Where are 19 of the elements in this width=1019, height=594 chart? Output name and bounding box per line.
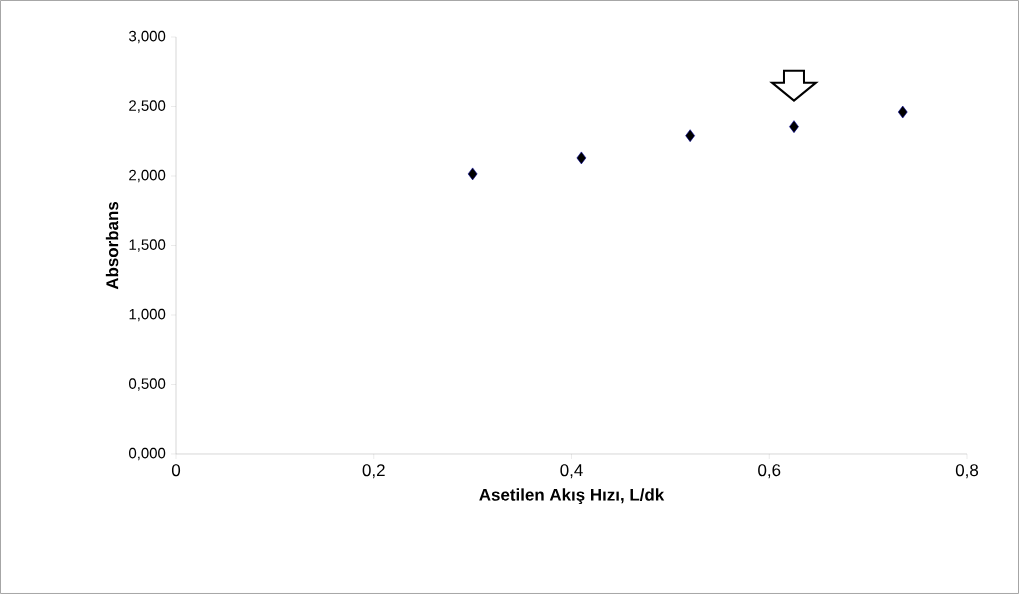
x-tick-label: 0,6: [758, 464, 781, 479]
y-tick-label: 3,000: [129, 30, 166, 44]
y-tick-label: 0,000: [129, 447, 166, 461]
y-tick-label: 1,500: [129, 239, 166, 252]
y-tick-label: 2,000: [129, 169, 166, 183]
point: [789, 120, 799, 133]
x-tick-label: 0: [171, 464, 181, 477]
point: [685, 129, 695, 142]
x-tick-label: 0,2: [362, 464, 385, 479]
y-tick-label: 1,000: [129, 308, 166, 322]
y-axis-title: Absorbans: [105, 201, 119, 290]
y-tick-label: 2,500: [129, 100, 166, 113]
x-tick-label: 0,4: [560, 464, 583, 479]
x-axis-title: Asetilen Akış Hızı, L/dk: [479, 488, 665, 505]
point: [467, 167, 478, 181]
point: [897, 105, 908, 119]
y-tick-label: 0,500: [129, 378, 166, 391]
x-tick-label: 0,8: [955, 464, 979, 479]
point: [576, 151, 587, 165]
